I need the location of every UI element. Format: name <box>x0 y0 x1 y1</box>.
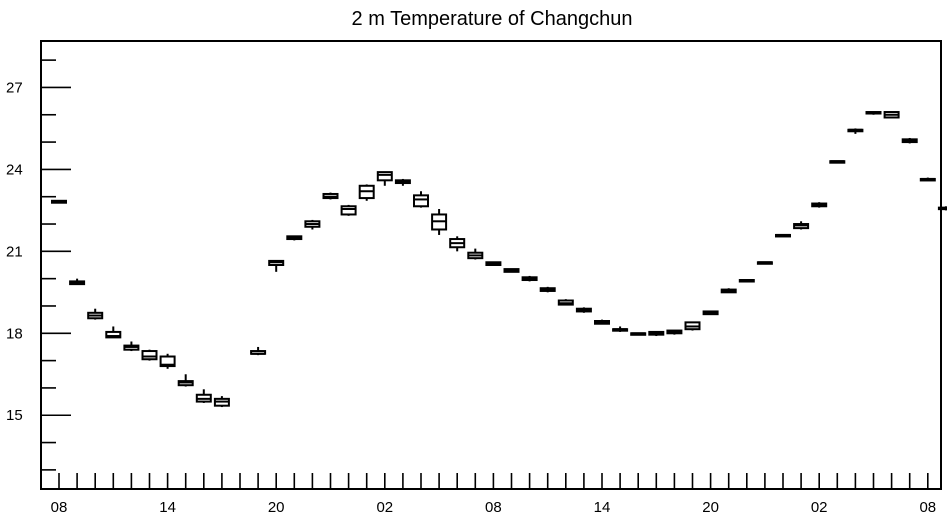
box-plot <box>865 111 882 115</box>
x-tick-label: 14 <box>159 499 176 516</box>
box-plot <box>485 261 502 266</box>
iqr-box <box>159 355 176 368</box>
box-series <box>51 111 947 408</box>
box-plot <box>449 236 466 252</box>
box-plot <box>594 319 610 325</box>
box-plot <box>51 199 67 204</box>
box-plot <box>901 137 918 144</box>
box-plot <box>250 346 267 356</box>
x-tick-label: 02 <box>811 499 828 516</box>
y-axis: 15 18 21 24 27 <box>6 59 71 471</box>
box-plot <box>575 307 592 313</box>
x-tick-label: 08 <box>51 499 68 516</box>
x-axis: 08 14 20 02 08 14 20 02 08 <box>51 473 936 516</box>
box-plot <box>105 326 122 339</box>
x-tick-label: 08 <box>485 499 502 516</box>
x-tick-label: 08 <box>919 499 936 516</box>
box-plot <box>394 178 411 186</box>
box-plot <box>738 279 755 283</box>
box-plot <box>69 278 86 286</box>
box-plot <box>413 191 429 208</box>
iqr-box <box>141 350 158 361</box>
y-tick-label: 18 <box>6 325 23 342</box>
box-plot <box>883 111 900 119</box>
box-plot <box>919 177 936 182</box>
box-plot <box>793 221 810 230</box>
box-plot <box>87 308 104 320</box>
box-plot <box>702 310 719 316</box>
box-plot <box>720 288 737 294</box>
chart-title: 2 m Temperature of Changchun <box>352 8 633 30</box>
box-plot <box>177 374 194 387</box>
box-plot <box>829 160 846 164</box>
y-tick-label: 21 <box>6 243 23 260</box>
box-plot <box>557 299 574 306</box>
box-plot <box>811 202 828 208</box>
box-plot <box>539 286 556 293</box>
box-plot <box>775 233 791 238</box>
y-tick-label: 27 <box>6 79 23 96</box>
iqr-box <box>376 171 393 182</box>
box-plot <box>684 321 701 331</box>
box-plot <box>630 332 647 336</box>
box-plot <box>666 329 683 335</box>
x-tick-label: 14 <box>594 499 611 516</box>
box-plot <box>648 330 665 337</box>
box-plot <box>847 128 864 134</box>
box-plot <box>756 261 773 265</box>
box-plot <box>195 389 212 403</box>
y-tick-label: 15 <box>6 407 23 424</box>
iqr-box <box>413 194 429 208</box>
box-plot <box>141 349 158 361</box>
iqr-box <box>105 330 122 339</box>
plot-frame <box>40 40 942 490</box>
box-plot <box>340 204 357 216</box>
box-plot <box>431 209 448 235</box>
box-plot <box>612 326 629 332</box>
iqr-box <box>340 205 357 216</box>
x-tick-label: 20 <box>702 499 719 516</box>
box-plot <box>123 341 140 352</box>
x-tick-label: 20 <box>268 499 285 516</box>
y-tick-label: 24 <box>6 161 23 178</box>
box-plot <box>937 206 947 211</box>
x-tick-label: 02 <box>376 499 393 516</box>
box-plot <box>376 171 393 186</box>
box-plot <box>358 184 375 201</box>
box-plot <box>503 268 520 273</box>
box-plot <box>213 396 230 408</box>
box-plot <box>521 275 538 282</box>
box-plot <box>304 219 321 230</box>
box-plot <box>286 235 303 241</box>
box-plot <box>467 248 484 260</box>
box-plot <box>159 353 176 369</box>
box-plot <box>322 192 339 200</box>
box-plot <box>268 259 285 272</box>
